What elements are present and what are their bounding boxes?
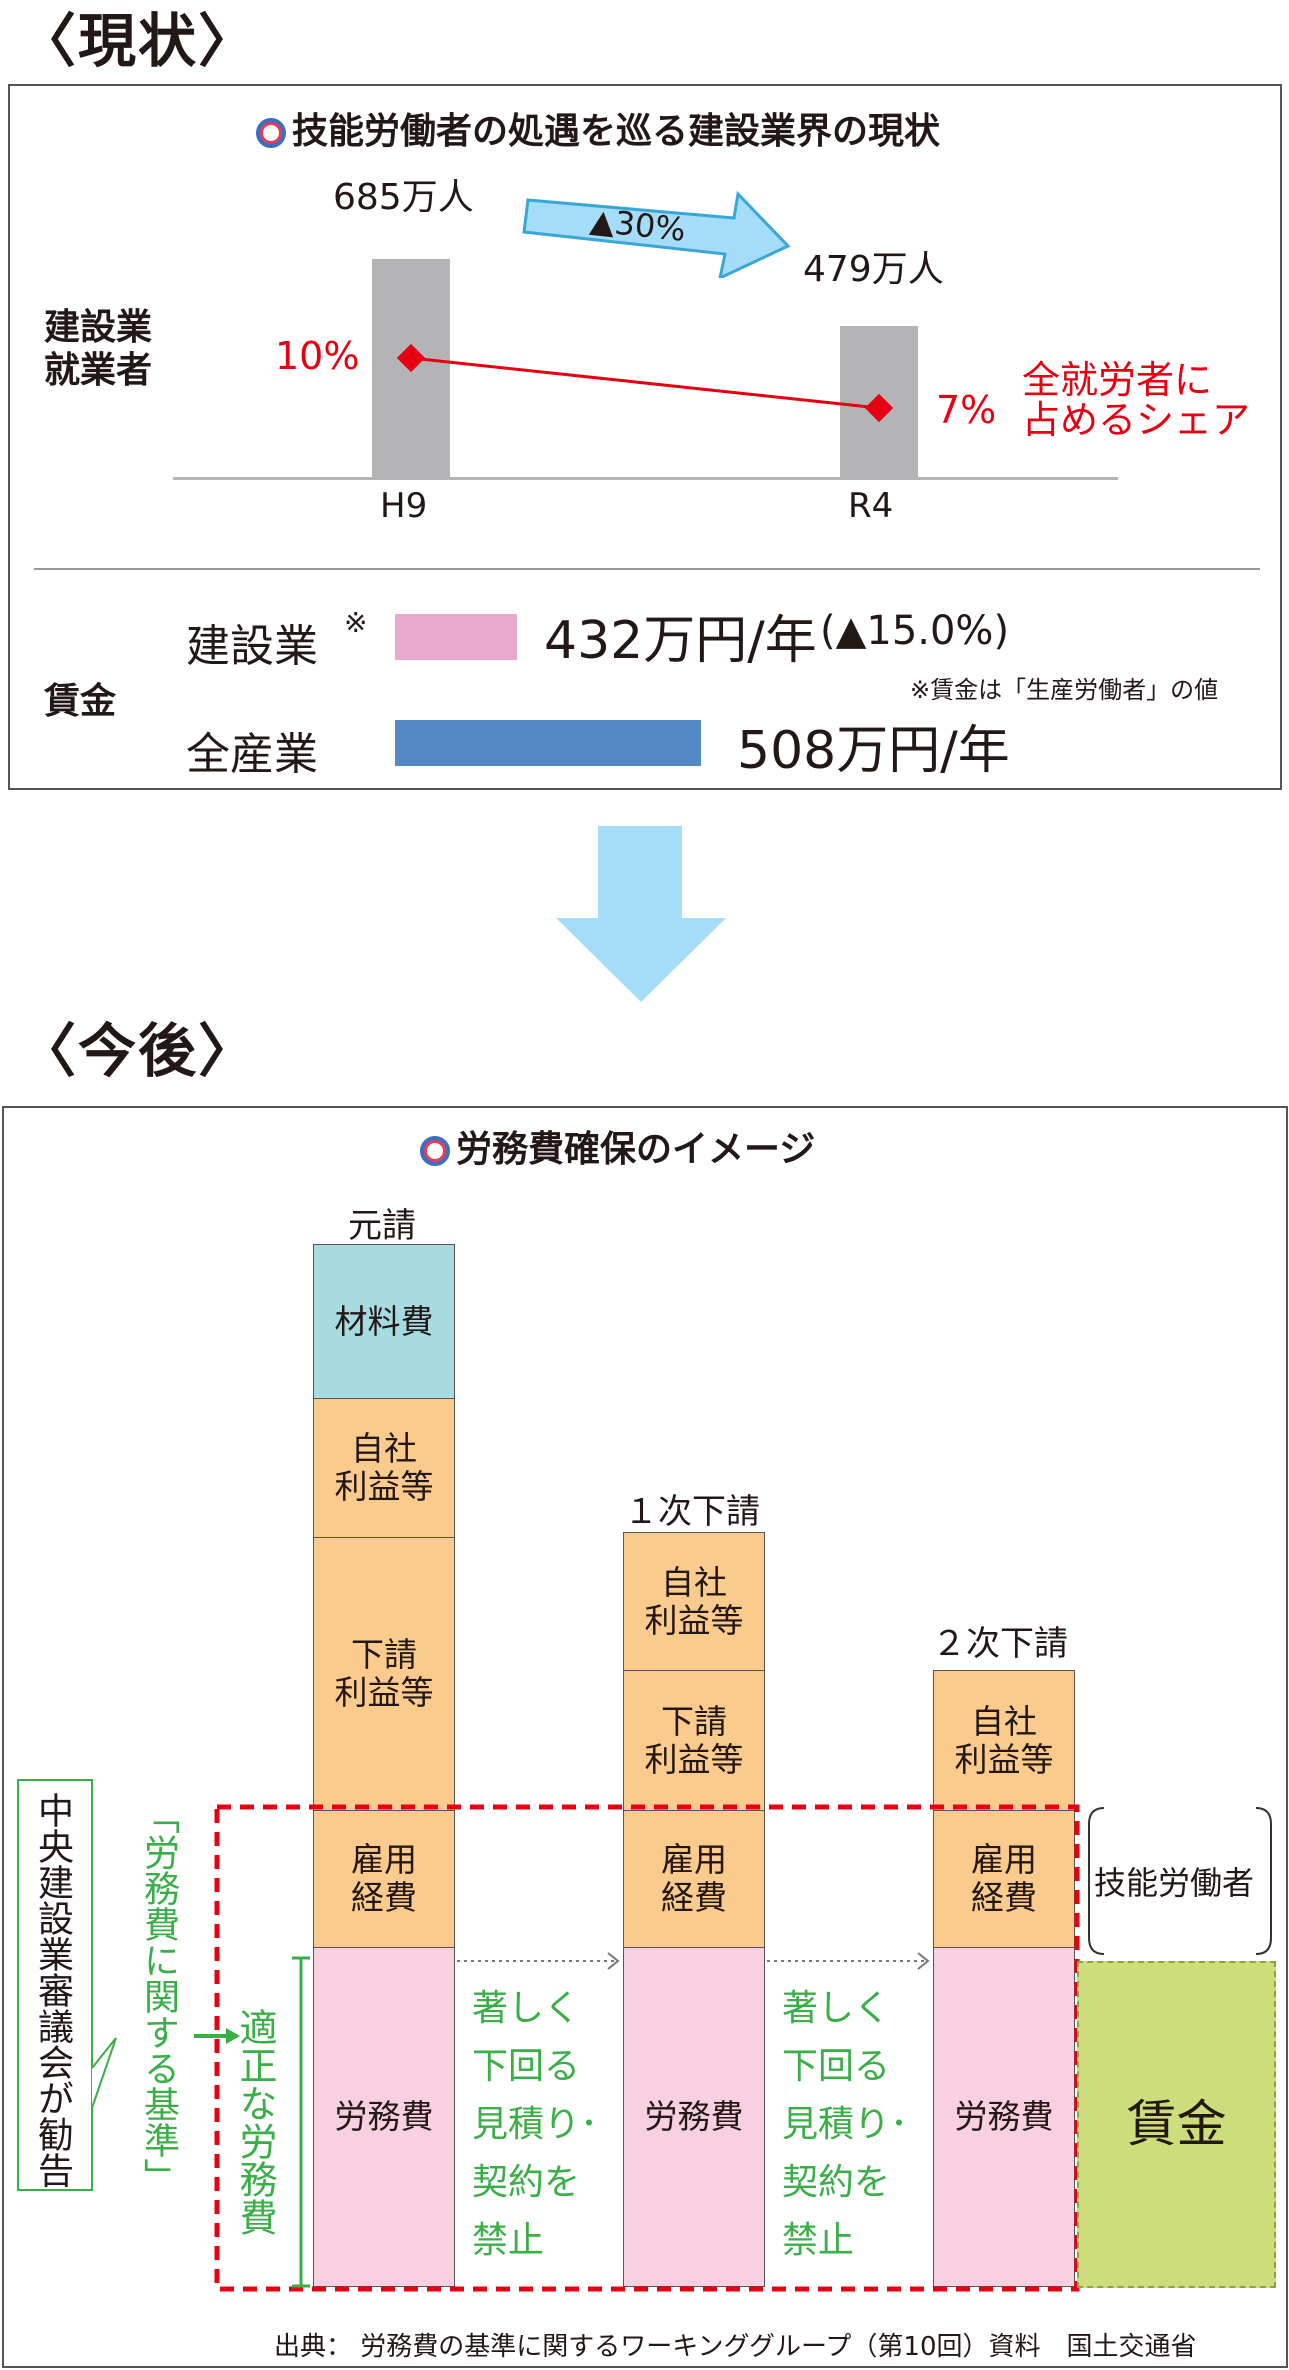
- x-label-r4: R4: [848, 486, 894, 526]
- bullet-icon: [256, 118, 286, 148]
- x-label-h9: H9: [380, 486, 428, 526]
- construction-wage: 432万円/年: [544, 611, 817, 671]
- block-sub-profit: 下請 利益等: [313, 1537, 455, 1811]
- block-sub-profit: 下請 利益等: [623, 1670, 765, 1811]
- all-industry-wage: 508万円/年: [737, 721, 1010, 781]
- council-recommendation: 中央建設業審議会が勧告: [32, 1792, 73, 2188]
- bullet-icon: [420, 1136, 450, 1166]
- panel-title-text: 労務費確保のイメージ: [456, 1129, 816, 1170]
- share-point-r4: [864, 393, 894, 423]
- block-labor: 労務費: [313, 1947, 455, 2287]
- value-r4: 479万人: [803, 249, 944, 290]
- block-labor: 労務費: [933, 1947, 1075, 2287]
- all-industry-label: 全産業: [186, 729, 318, 780]
- block-labor: 労務費: [623, 1947, 765, 2287]
- labor-cost-panel: 労務費確保のイメージ 元請 １次下請 ２次下請 材料費 自社 利益等 下請 利益…: [2, 1106, 1288, 2368]
- share-point-h9: [396, 343, 426, 373]
- wage-bar-construction: [395, 614, 517, 660]
- skilled-worker-label: 技能労働者: [1094, 1864, 1255, 1902]
- prohibit-text: 著しく 下回る 見積り･ 契約を 禁止: [472, 1988, 599, 2261]
- block-employment: 雇用 経費: [933, 1810, 1075, 1948]
- block-employment: 雇用 経費: [313, 1810, 455, 1948]
- prohibit-text: 著しく 下回る 見積り･ 契約を 禁止: [782, 1988, 909, 2261]
- col-label-second-sub: ２次下請: [932, 1624, 1068, 1664]
- current-status-panel: 技能労働者の処遇を巡る建設業界の現状 建設業 就業者 685万人 479万人 ▲…: [8, 84, 1282, 790]
- share-line: [396, 343, 894, 423]
- wage-box: 賃金: [1077, 1961, 1276, 2288]
- source-citation: 出典： 労務費の基準に関するワーキンググループ（第10回）資料 国土交通省: [274, 2332, 1197, 2362]
- divider: [34, 568, 1260, 570]
- appropriate-labor-cost: 適正な労務費: [233, 2008, 277, 2236]
- wage-bar-all-industry: [395, 720, 701, 766]
- row-label-workers: 建設業 就業者: [44, 307, 153, 392]
- panel-title-text: 技能労働者の処遇を巡る建設業界の現状: [292, 111, 941, 152]
- x-axis: [173, 477, 1118, 480]
- panel-title: 技能労働者の処遇を巡る建設業界の現状: [256, 102, 941, 154]
- decrease-arrow-icon: [522, 190, 791, 278]
- block-own-profit: 自社 利益等: [623, 1532, 765, 1671]
- block-material: 材料費: [313, 1244, 455, 1399]
- panel-title: 労務費確保のイメージ: [420, 1120, 816, 1172]
- down-arrow-icon: [556, 826, 726, 1002]
- construction-mark: ※: [344, 606, 368, 639]
- col-label-first-sub: １次下請: [624, 1492, 760, 1532]
- block-own-profit: 自社 利益等: [933, 1670, 1075, 1811]
- value-h9: 685万人: [333, 177, 474, 218]
- block-own-profit: 自社 利益等: [313, 1398, 455, 1538]
- labor-cost-standard: 「労務費に関する基準」: [138, 1798, 179, 2194]
- share-h9: 10%: [275, 334, 360, 378]
- wage-footnote: ※賃金は「生産労働者」の値: [910, 676, 1219, 704]
- connectors: [17, 1779, 1272, 2292]
- share-r4: 7%: [936, 388, 997, 432]
- construction-change: (▲15.0%): [820, 608, 1010, 654]
- share-label: 全就労者に 占めるシェア: [1022, 358, 1251, 442]
- col-label-prime: 元請: [348, 1206, 416, 1246]
- wage-label: 賃金: [44, 681, 117, 722]
- section-header-current: 〈現状〉: [18, 7, 259, 75]
- block-employment: 雇用 経費: [623, 1810, 765, 1948]
- section-header-future: 〈今後〉: [18, 1017, 259, 1085]
- construction-label: 建設業: [186, 621, 318, 672]
